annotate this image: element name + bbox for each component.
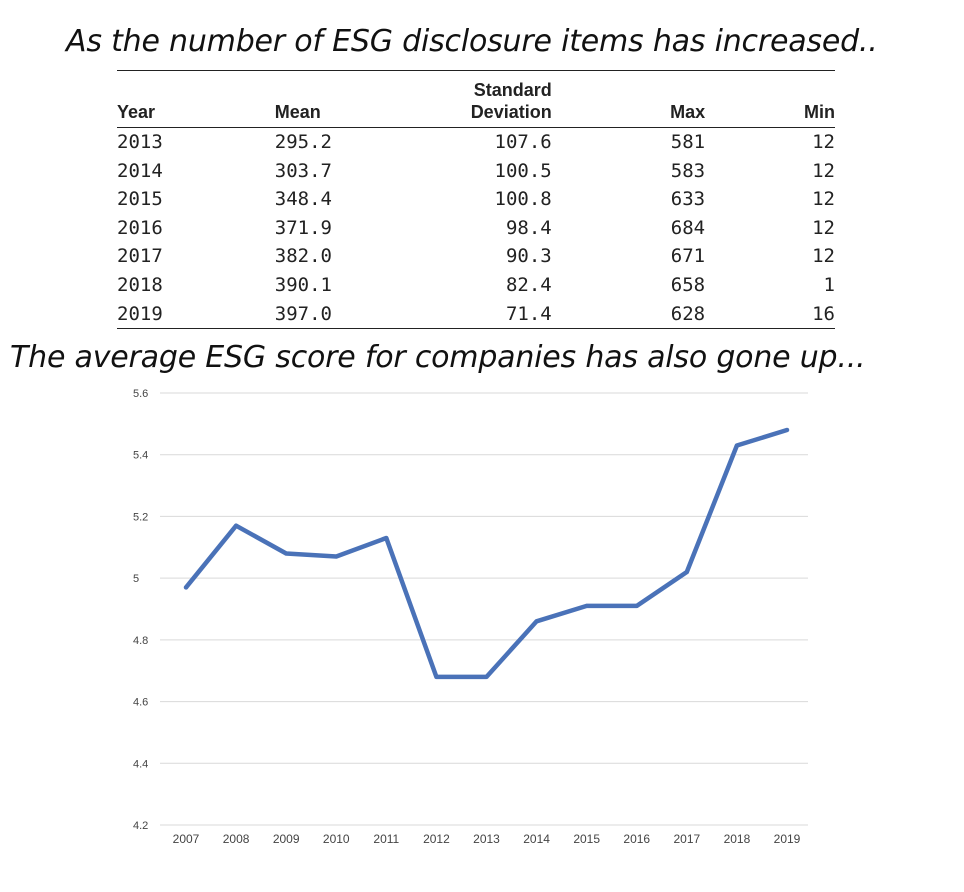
cell-max: 581 (670, 131, 706, 153)
cell-year: 2018 (117, 273, 163, 296)
data-point (484, 674, 489, 679)
y-tick-label: 5.2 (133, 511, 148, 523)
cell-min: 12 (812, 131, 835, 153)
x-tick-label: 2007 (173, 832, 200, 846)
x-tick-label: 2013 (473, 832, 500, 846)
cell-std-deviation: 71.4 (505, 302, 552, 325)
cell-max: 583 (670, 159, 706, 182)
cell-year: 2013 (117, 131, 163, 153)
y-tick-label: 5.6 (133, 388, 148, 400)
cell-year: 2017 (117, 245, 163, 268)
esg-score-line-chart: 5.6 5.4 5.2 5 4.8 4.6 4.4 4.2 2007 2008 2009 2010 20… (133, 388, 808, 846)
x-tick-label: 2012 (423, 832, 450, 846)
x-tick-label: 2017 (673, 832, 700, 846)
header-max: Max (670, 102, 706, 122)
cell-std-deviation: 100.5 (494, 159, 552, 182)
esg-disclosure-table: Year Mean Standard Deviation Max Min 201… (117, 70, 835, 329)
table-header-row: Year Mean Standard Deviation Max Min (117, 70, 835, 128)
cell-std-deviation: 98.4 (505, 216, 552, 239)
data-point (584, 603, 589, 608)
cell-mean: 371.9 (274, 216, 332, 239)
cell-mean: 397.0 (274, 302, 332, 325)
x-tick-label: 2010 (323, 832, 350, 846)
x-tick-label: 2018 (724, 832, 751, 846)
cell-std-deviation: 90.3 (505, 245, 552, 268)
cell-mean: 382.0 (274, 245, 332, 268)
table-row: 2019 397.0 71.4 628 16 (117, 300, 835, 329)
cell-mean: 303.7 (274, 159, 332, 182)
cell-std-deviation: 100.8 (494, 188, 552, 211)
header-std-line2: Deviation (470, 102, 552, 122)
table-row: 2013 295.2 107.6 581 12 (117, 128, 835, 157)
data-point (534, 619, 539, 624)
header-mean: Mean (274, 102, 321, 122)
data-point (634, 603, 639, 608)
x-tick-label: 2016 (623, 832, 650, 846)
cell-mean: 295.2 (274, 131, 332, 153)
cell-year: 2016 (117, 216, 163, 239)
cell-min: 1 (823, 273, 835, 296)
x-tick-label: 2011 (373, 832, 399, 846)
y-tick-label: 4.6 (133, 697, 148, 709)
data-point (384, 536, 389, 541)
cell-mean: 390.1 (274, 273, 332, 296)
table-headline: As the number of ESG disclosure items ha… (66, 24, 878, 59)
header-year: Year (117, 102, 156, 122)
cell-min: 16 (812, 302, 835, 325)
x-tick-label: 2014 (523, 832, 550, 846)
y-tick-label: 4.4 (133, 758, 148, 770)
x-tick-label: 2009 (273, 832, 300, 846)
cell-max: 671 (670, 245, 706, 268)
data-point (684, 569, 689, 574)
y-tick-label: 5.4 (133, 450, 148, 462)
cell-min: 12 (812, 216, 835, 239)
header-std-deviation: Standard Deviation (442, 71, 552, 128)
cell-mean: 348.4 (274, 188, 332, 211)
cell-year: 2014 (117, 159, 163, 182)
data-point (734, 443, 739, 448)
data-point (785, 428, 789, 433)
cell-min: 12 (812, 159, 835, 182)
y-tick-label: 4.2 (133, 820, 148, 832)
table-row: 2016 371.9 98.4 684 12 (117, 214, 835, 243)
table-row: 2015 348.4 100.8 633 12 (117, 185, 835, 214)
cell-max: 628 (670, 302, 706, 325)
data-point (334, 554, 339, 559)
x-tick-label: 2015 (573, 832, 600, 846)
table-row: 2017 382.0 90.3 671 12 (117, 242, 835, 271)
cell-year: 2019 (117, 302, 163, 325)
table-row: 2018 390.1 82.4 658 1 (117, 271, 835, 300)
data-point (234, 523, 239, 528)
chart-headline: The average ESG score for companies has … (10, 340, 866, 375)
cell-year: 2015 (117, 188, 163, 211)
data-point (284, 551, 289, 556)
data-point (434, 674, 439, 679)
cell-std-deviation: 107.6 (494, 131, 552, 153)
cell-min: 12 (812, 188, 835, 211)
y-tick-label: 5 (133, 573, 139, 585)
cell-std-deviation: 82.4 (505, 273, 552, 296)
cell-max: 658 (670, 273, 706, 296)
cell-min: 12 (812, 245, 835, 268)
cell-max: 684 (670, 216, 706, 239)
x-tick-label: 2019 (774, 832, 801, 846)
table-row: 2014 303.7 100.5 583 12 (117, 157, 835, 186)
header-min: Min (804, 102, 835, 122)
header-std-line1: Standard (473, 80, 552, 100)
data-point (184, 585, 188, 590)
table-body: 2013 295.2 107.6 581 12 2014 303.7 100.5 583 12 20… (117, 128, 835, 329)
y-tick-label: 4.8 (133, 635, 148, 647)
cell-max: 633 (670, 188, 706, 211)
x-tick-label: 2008 (223, 832, 250, 846)
